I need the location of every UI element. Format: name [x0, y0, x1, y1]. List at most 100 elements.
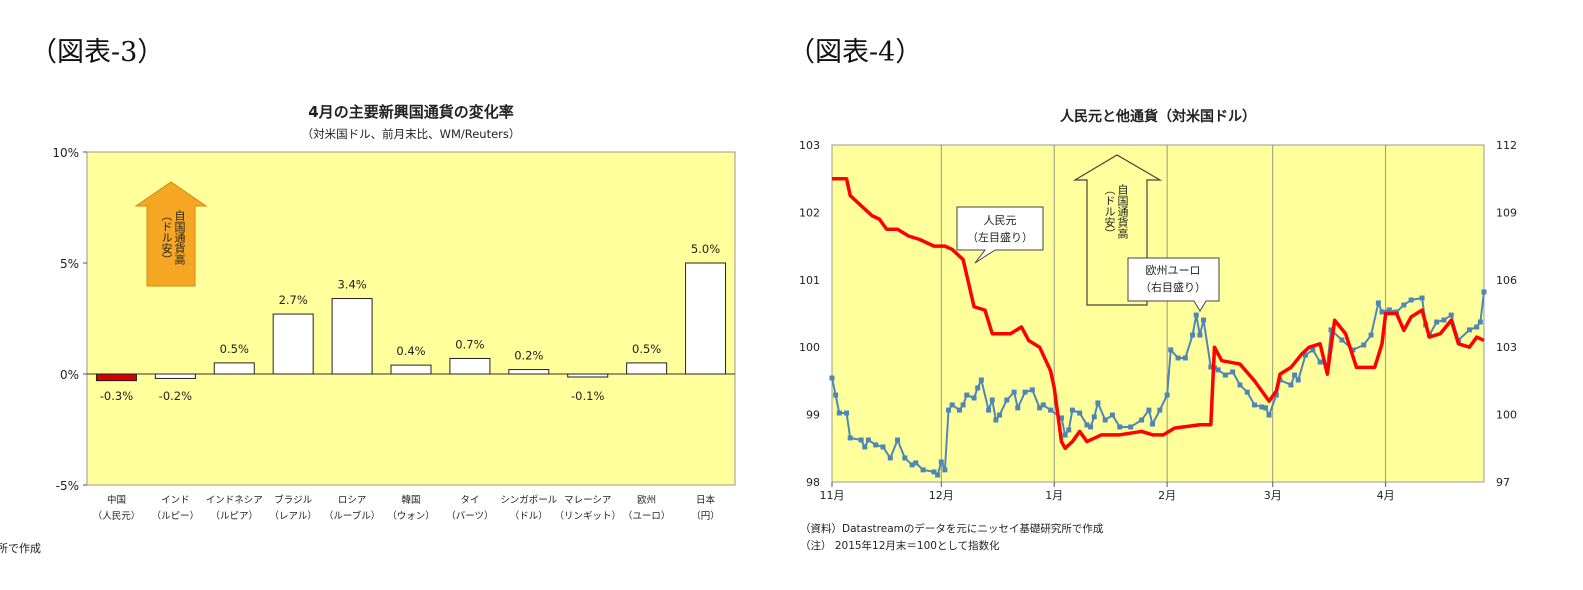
data-point [1350, 347, 1356, 353]
bar-chart: 4月の主要新興国通貨の変化率 （対米国ドル、前月末比、WM/Reuters） 1… [0, 103, 736, 555]
y-right-tick-label: 97 [1496, 476, 1510, 489]
data-label: 0.2% [514, 349, 543, 363]
data-point [1361, 342, 1367, 348]
y-tick-label: 0% [60, 368, 79, 382]
chart-title: 人民元と他通貨（対米国ドル） [1060, 108, 1256, 125]
data-point [865, 437, 871, 443]
data-point [1157, 407, 1163, 413]
data-point [1244, 389, 1250, 395]
data-label: 0.4% [396, 344, 425, 358]
data-label: 0.7% [455, 337, 484, 351]
y-left-tick-label: 100 [799, 341, 820, 354]
data-point [1328, 327, 1334, 333]
callout-rmb: 人民元 （左目盛り） [956, 206, 1044, 264]
data-point [1109, 412, 1115, 418]
data-point [1317, 359, 1323, 365]
y-left-tick-label: 103 [799, 139, 820, 152]
data-point [1037, 405, 1043, 411]
category-label: シンガポール [500, 495, 558, 506]
y-right-tick-label: 103 [1496, 341, 1517, 354]
data-point [1066, 427, 1072, 433]
data-point [902, 455, 908, 461]
x-tick-label: 1月 [1045, 489, 1063, 502]
data-label: 2.7% [279, 293, 308, 307]
data-point [1175, 355, 1181, 361]
data-point [1150, 421, 1156, 427]
data-point [1252, 402, 1258, 408]
data-point [1466, 327, 1472, 333]
data-point [1339, 337, 1345, 343]
callout-euro-name: 欧州ユーロ [1146, 264, 1201, 277]
data-point [1441, 317, 1447, 323]
data-point [1419, 295, 1425, 301]
arrow-label-line2: （ドル安） [160, 210, 173, 265]
data-point [836, 410, 842, 416]
category-sublabel: （ウォン） [387, 510, 435, 522]
category-sublabel: （円） [691, 510, 720, 522]
data-point [862, 444, 868, 450]
data-point [909, 462, 915, 468]
bar [213, 362, 255, 375]
data-point [1040, 402, 1046, 408]
data-label: 5.0% [691, 242, 720, 256]
data-point [1368, 332, 1374, 338]
chart-title: 4月の主要新興国通貨の変化率 [308, 103, 513, 121]
data-point [971, 395, 977, 401]
data-point [1088, 424, 1094, 430]
data-label: -0.2% [159, 389, 192, 403]
data-point [1048, 407, 1054, 413]
data-point [858, 437, 864, 443]
data-point [1401, 302, 1407, 308]
data-point [1448, 312, 1454, 318]
y-right-tick-label: 112 [1496, 139, 1517, 152]
data-point [1011, 389, 1017, 395]
data-point [997, 412, 1003, 418]
data-point [1215, 367, 1221, 373]
callout-rmb-note: （左目盛り） [967, 230, 1033, 244]
data-point [887, 455, 893, 461]
series-line-rmb [832, 176, 1485, 451]
data-label: 3.4% [337, 278, 366, 292]
arrow-label-line2: （ドル安） [1103, 184, 1116, 239]
data-point [935, 472, 941, 478]
data-point [1474, 324, 1480, 330]
data-point [1117, 424, 1123, 430]
data-label: 0.5% [632, 342, 661, 356]
data-label: -0.1% [571, 389, 604, 403]
data-point [1434, 319, 1440, 325]
callout-rmb-name: 人民元 [984, 214, 1017, 227]
data-point [1379, 309, 1385, 315]
arrow-label-line1: 自国通貨高 [1116, 184, 1129, 239]
data-point [1375, 300, 1381, 306]
category-label: ブラジル [274, 494, 312, 506]
data-point [1408, 297, 1414, 303]
arrow-label: 自国通貨高 （ドル安） [1103, 184, 1129, 239]
arrow-up-icon [134, 181, 208, 287]
category-label: 韓国 [401, 495, 420, 506]
data-point [833, 392, 839, 398]
data-point [949, 402, 955, 408]
category-label: マレーシア [564, 495, 611, 506]
y-right-tick-label: 109 [1496, 206, 1517, 219]
source-note: （資料）Datastreamのデータを元にニッセイ基礎研究所で作成 [0, 541, 41, 555]
category-sublabel: （ユーロ） [623, 510, 671, 522]
data-point [1477, 319, 1483, 325]
data-point [1230, 369, 1236, 375]
source-note: （資料）Datastreamのデータを元にニッセイ基礎研究所で作成 [800, 522, 1104, 535]
data-point [1262, 405, 1268, 411]
x-tick-label: 11月 [820, 489, 845, 502]
data-point [829, 375, 835, 381]
data-point [1102, 417, 1108, 423]
category-label: ロシア [338, 495, 367, 506]
data-point [1190, 332, 1196, 338]
data-point [1168, 347, 1174, 353]
category-sublabel: （バーツ） [446, 510, 493, 522]
y-tick-label: 10% [52, 146, 79, 160]
data-point [1128, 424, 1134, 430]
callout-euro: 欧州ユーロ （右目盛り） [1127, 257, 1220, 312]
bar [272, 313, 314, 375]
bar [331, 298, 373, 375]
data-point [920, 467, 926, 473]
y-left-tick-label: 101 [799, 274, 820, 287]
